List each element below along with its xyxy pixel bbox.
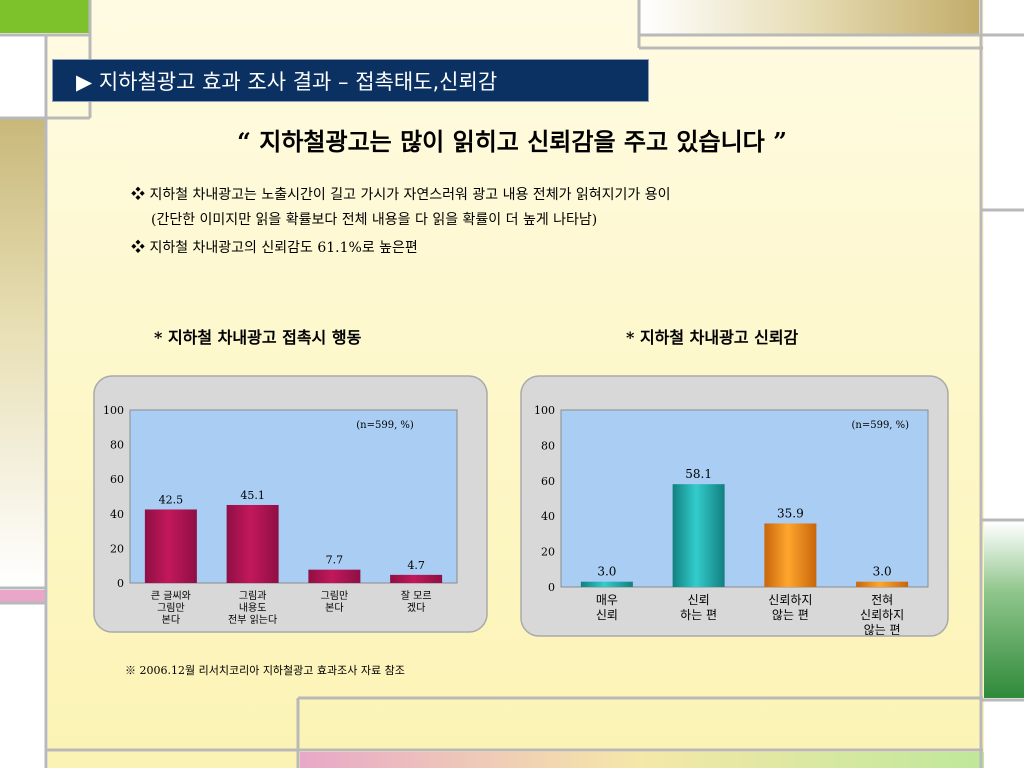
bar (672, 484, 725, 587)
pink-strip-left (0, 590, 46, 602)
data-label: 3.0 (873, 565, 892, 579)
right-chart-title: * 지하철 차내광고 신뢰감 (626, 328, 799, 347)
category-label: 그림만 (321, 590, 349, 602)
page-title: ▶ 지하철광고 효과 조사 결과 – 접촉태도,신뢰감 (76, 70, 498, 94)
left-chart-title: * 지하철 차내광고 접촉시 행동 (154, 328, 362, 347)
sample-note: (n=599, %) (852, 420, 910, 431)
y-tick-label: 100 (534, 404, 555, 417)
bar (580, 581, 633, 587)
green-block-right (984, 522, 1024, 698)
category-label: 신뢰하지 (768, 593, 812, 607)
bullet-1-line-2: (간단한 이미지만 읽을 확률보다 전체 내용을 다 읽을 확률이 더 높게 나… (151, 212, 598, 228)
y-tick-label: 0 (117, 577, 124, 590)
category-label: 내용도 (239, 602, 267, 614)
y-tick-label: 20 (541, 546, 555, 559)
data-label: 45.1 (240, 489, 265, 502)
sample-note: (n=599, %) (356, 420, 414, 431)
bar (226, 504, 279, 583)
title-bar (52, 59, 649, 102)
bar (764, 523, 817, 587)
y-tick-label: 60 (541, 475, 555, 488)
category-label: 신뢰 (688, 593, 710, 607)
bullet-2: ❖ 지하철 차내광고의 신뢰감도 61.1%로 높은편 (131, 240, 418, 256)
category-label: 않는 편 (864, 623, 901, 637)
category-label: 전부 읽는다 (228, 613, 277, 626)
plot-area (129, 409, 458, 584)
y-tick-label: 40 (541, 510, 555, 523)
category-label: 않는 편 (772, 608, 809, 622)
bullet-1-line-1: ❖ 지하철 차내광고는 노출시간이 길고 가시가 자연스러워 광고 내용 전체가… (131, 187, 671, 203)
bar (856, 581, 909, 587)
bar (390, 574, 443, 583)
tan-block-top-right (641, 0, 979, 34)
category-label: 전혀 (871, 593, 893, 607)
y-tick-label: 80 (110, 439, 124, 452)
category-label: 그림과 (239, 590, 267, 602)
data-label: 4.7 (407, 559, 425, 572)
y-tick-label: 0 (548, 581, 555, 594)
y-tick-label: 20 (110, 542, 124, 555)
y-tick-label: 60 (110, 473, 124, 486)
category-label: 잘 모르 (401, 590, 432, 602)
data-label: 58.1 (685, 467, 712, 481)
category-label: 본다 (162, 614, 180, 626)
headline: “ 지하철광고는 많이 읽히고 신뢰감을 주고 있습니다 ” (237, 127, 787, 156)
y-tick-label: 100 (103, 404, 124, 417)
category-label: 하는 편 (680, 608, 717, 622)
data-label: 42.5 (159, 493, 184, 506)
gradient-strip-bottom (300, 752, 984, 768)
green-block-top-left (0, 0, 89, 33)
plot-area (560, 409, 929, 588)
bar (144, 509, 197, 583)
category-label: 본다 (325, 602, 343, 614)
category-label: 그림만 (157, 602, 185, 614)
category-label: 신뢰하지 (860, 608, 904, 622)
y-tick-label: 80 (541, 439, 555, 452)
category-label: 신뢰 (596, 608, 618, 622)
bar (308, 569, 361, 583)
category-label: 큰 글씨와 (151, 590, 191, 602)
tan-block-left (0, 118, 46, 588)
category-label: 매우 (596, 593, 618, 607)
category-label: 겠다 (407, 602, 425, 614)
y-tick-label: 40 (110, 508, 124, 521)
data-label: 7.7 (326, 554, 344, 567)
data-label: 3.0 (597, 565, 616, 579)
footnote: ※ 2006.12월 리서치코리아 지하철광고 효과조사 자료 참조 (125, 664, 405, 677)
data-label: 35.9 (777, 506, 804, 520)
